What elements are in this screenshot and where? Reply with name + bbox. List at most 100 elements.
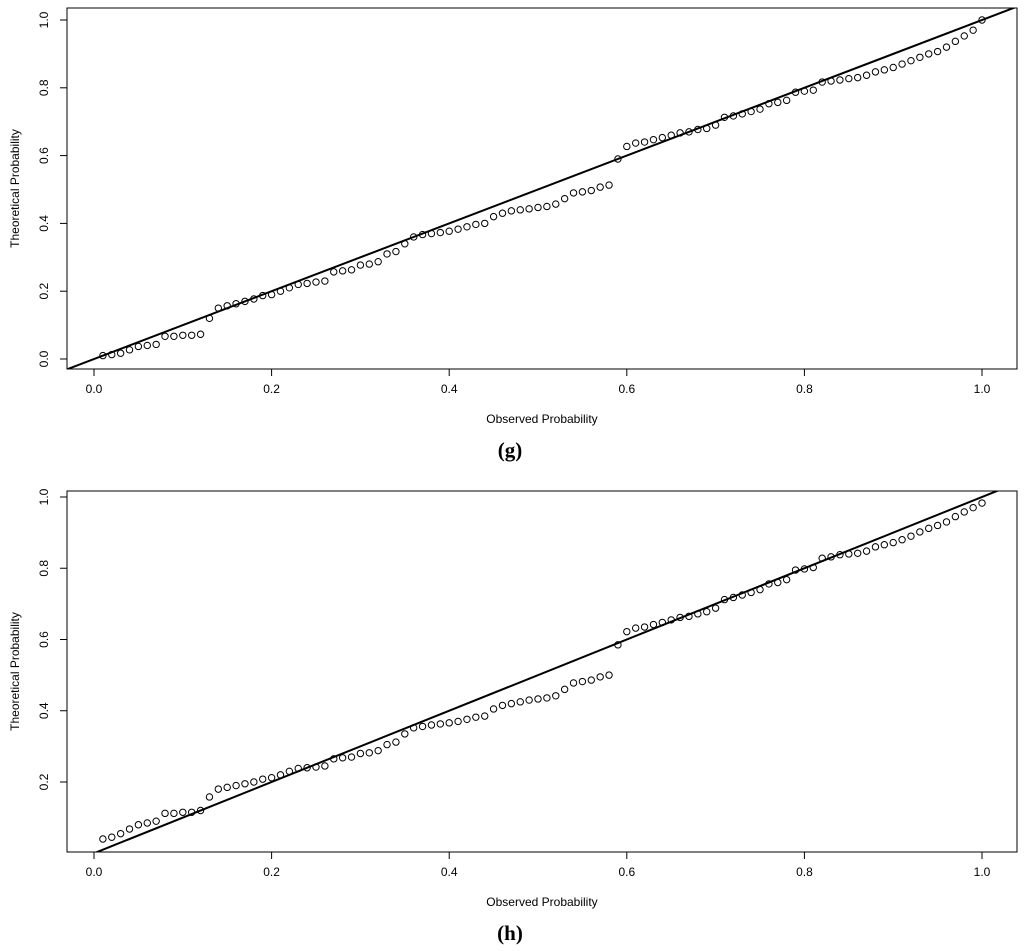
point (285, 284, 294, 292)
plot-frame (66, 490, 1018, 853)
point (871, 543, 880, 551)
point (196, 330, 205, 338)
point (312, 763, 320, 771)
x-axis-label: Observed Probability (486, 895, 597, 909)
point (889, 63, 897, 72)
x-tick-label: 0.8 (796, 382, 813, 396)
x-tick-label: 0.4 (441, 865, 458, 879)
point (747, 107, 755, 116)
point (267, 290, 276, 299)
reference-line (94, 491, 1000, 852)
point (738, 110, 746, 118)
point (738, 591, 746, 599)
point (418, 230, 427, 239)
point (374, 746, 382, 755)
point (179, 331, 187, 339)
point (498, 209, 507, 217)
x-tick-label: 0.6 (618, 382, 635, 396)
chart: 0.0 0.2 0.4 0.6 0.8 1.0 0.0 0.2 0.4 0.6 0.8 1.0 Obse… (8, 7, 1018, 462)
point (853, 549, 862, 557)
point (338, 267, 347, 275)
point (409, 233, 418, 241)
point (347, 266, 356, 274)
point (125, 346, 134, 354)
point (436, 228, 445, 237)
y-tick-label: 0.6 (37, 147, 51, 164)
point (853, 73, 862, 82)
point (187, 808, 196, 816)
point (152, 340, 160, 349)
point (907, 56, 915, 65)
point (720, 595, 729, 604)
point (765, 580, 773, 588)
point (685, 612, 693, 621)
point (338, 754, 347, 762)
point (978, 499, 986, 507)
point (392, 738, 400, 746)
y-tick-label: 0.0 (37, 350, 51, 367)
point (294, 764, 302, 773)
point (383, 250, 391, 258)
point (942, 518, 951, 526)
point (800, 87, 809, 95)
point (925, 524, 933, 533)
point (232, 300, 240, 308)
point (685, 128, 693, 136)
caption: (h) (497, 921, 523, 945)
chart: 0.0 0.2 0.4 0.6 0.8 1.0 0.2 0.4 0.6 0.8 1.0 Observe… (8, 488, 1018, 945)
point (729, 593, 738, 602)
point (756, 585, 764, 594)
point (862, 71, 871, 79)
point (392, 247, 400, 256)
x-tick-label: 0.0 (86, 382, 103, 396)
y-tick-label: 0.8 (37, 560, 51, 577)
y-tick-label: 0.8 (37, 79, 51, 96)
point (454, 225, 462, 233)
point (356, 749, 365, 758)
point (711, 604, 720, 612)
point (205, 793, 214, 801)
point (143, 341, 151, 350)
point (179, 808, 187, 816)
point (756, 105, 764, 113)
point (694, 125, 702, 134)
point (330, 268, 338, 276)
point (871, 68, 880, 76)
x-tick-label: 0.8 (796, 865, 813, 879)
point (880, 541, 889, 549)
point (223, 783, 231, 792)
point (765, 100, 773, 108)
point (596, 673, 604, 681)
point (667, 131, 675, 139)
x-tick-label: 0.2 (263, 865, 280, 879)
point (347, 753, 356, 761)
point (134, 821, 143, 829)
point (481, 219, 489, 228)
point (365, 749, 373, 757)
y-tick-label: 1.0 (37, 11, 51, 28)
point (365, 260, 373, 268)
point (791, 88, 800, 96)
point (623, 627, 631, 636)
point (516, 206, 524, 214)
point (827, 553, 835, 561)
point (809, 86, 817, 94)
point (782, 575, 791, 584)
point (454, 717, 462, 726)
point (427, 721, 436, 729)
point (463, 715, 471, 723)
point (223, 302, 231, 310)
point (836, 76, 844, 84)
point (481, 712, 489, 720)
point (889, 538, 897, 547)
point (463, 223, 471, 231)
point (791, 566, 800, 574)
point (942, 43, 951, 51)
point (525, 205, 533, 213)
point (516, 698, 524, 706)
point (276, 287, 285, 295)
point (658, 133, 667, 142)
point (703, 608, 711, 616)
point (472, 713, 480, 721)
